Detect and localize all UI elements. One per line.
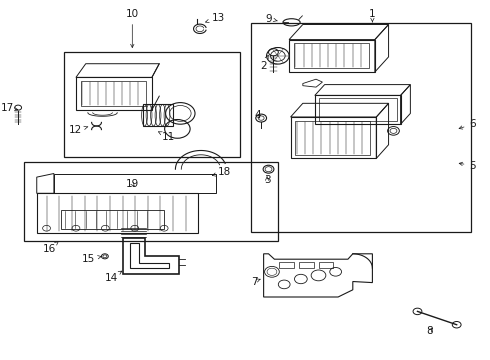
Text: 3: 3 [264, 175, 270, 185]
Text: 18: 18 [212, 167, 231, 177]
Bar [76, 77, 152, 110]
Text: 14: 14 [104, 271, 122, 283]
Text: 10: 10 [126, 9, 139, 48]
Bar [315, 95, 400, 124]
Text: 6: 6 [459, 119, 476, 129]
Bar [299, 262, 314, 268]
Text: 17: 17 [0, 103, 18, 113]
Bar [318, 98, 396, 121]
Bar [143, 104, 173, 126]
Text: 15: 15 [82, 254, 101, 264]
Text: 16: 16 [42, 242, 58, 254]
Bar [295, 121, 370, 155]
Bar [318, 262, 333, 268]
Text: 12: 12 [69, 125, 88, 135]
Text: 13: 13 [206, 13, 225, 23]
Bar [61, 210, 164, 229]
Text: 2: 2 [260, 55, 269, 71]
Bar [279, 262, 294, 268]
Bar [291, 117, 376, 158]
Text: 19: 19 [125, 179, 139, 189]
Text: 1: 1 [369, 9, 376, 22]
Bar [24, 162, 278, 241]
Bar [81, 81, 146, 106]
Bar [289, 40, 375, 72]
Text: 8: 8 [426, 326, 433, 336]
Text: 9: 9 [265, 14, 277, 24]
Bar [251, 23, 471, 232]
Bar [294, 43, 369, 68]
Text: 5: 5 [459, 161, 476, 171]
Text: 4: 4 [254, 110, 261, 120]
Text: 11: 11 [158, 132, 175, 142]
Text: 7: 7 [251, 276, 260, 287]
Bar [64, 52, 240, 157]
